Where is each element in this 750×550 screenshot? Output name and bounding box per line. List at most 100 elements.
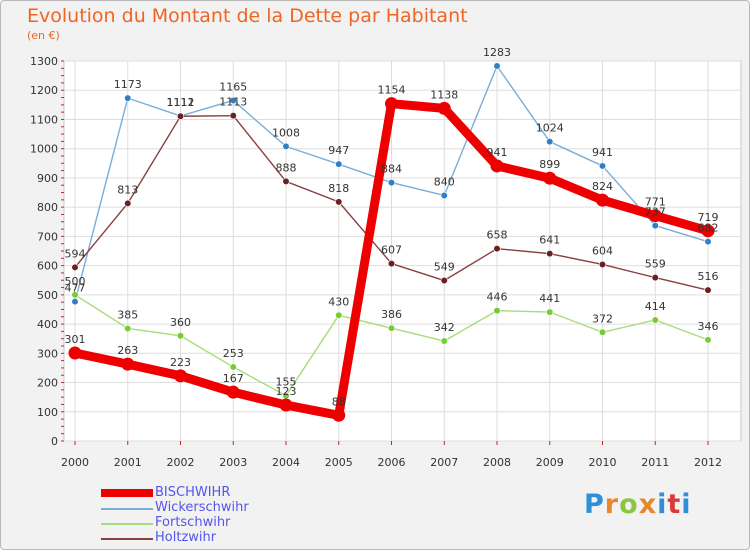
data-point-holtzwihr	[387, 259, 396, 268]
data-label-bischwihr: 88	[332, 395, 346, 408]
grid-layer	[64, 60, 741, 442]
data-label-fortschwihr: 414	[645, 300, 666, 313]
y-tick-label: 400	[37, 318, 58, 331]
data-point-holtzwihr	[704, 286, 712, 294]
data-point-fortschwihr	[71, 291, 79, 299]
y-tick-label: 1000	[30, 143, 58, 156]
data-label-bischwihr: 771	[645, 196, 666, 209]
legend-item-holtzwihr: Holtzwihr	[101, 531, 321, 546]
data-label-fortschwihr: 386	[381, 308, 402, 321]
data-point-bischwihr	[279, 398, 293, 412]
data-label-bischwihr: 899	[539, 158, 560, 171]
x-tick-label: 2003	[219, 456, 247, 469]
data-label-holtzwihr: 559	[645, 258, 666, 271]
data-label-bischwihr: 1154	[378, 84, 406, 97]
x-tick-label: 2004	[272, 456, 300, 469]
data-label-fortschwihr: 446	[487, 291, 508, 304]
data-point-holtzwihr	[335, 198, 343, 206]
data-point-holtzwihr	[282, 177, 290, 186]
legend-item-bischwihr: BISCHWIHR	[101, 486, 321, 501]
data-point-bischwihr	[648, 209, 662, 223]
data-label-fortschwihr: 441	[539, 292, 560, 305]
data-label-holtzwihr: 604	[592, 244, 613, 257]
legend-item-fortschwihr: Fortschwihr	[101, 516, 321, 531]
data-label-fortschwihr: 385	[117, 308, 138, 321]
data-point-fortschwihr	[598, 328, 607, 336]
data-label-holtzwihr: 594	[65, 247, 86, 260]
data-label-fortschwihr: 253	[223, 347, 244, 360]
data-label-wickerschwihr: 477	[65, 282, 86, 295]
chart-subtitle: (en €)	[27, 29, 60, 42]
legend-label-bischwihr: BISCHWIHR	[155, 485, 231, 500]
data-point-bischwihr	[437, 101, 451, 115]
data-point-wickerschwihr	[598, 162, 607, 170]
proxiti-logo: Proxiti	[584, 489, 692, 520]
legend-label-fortschwihr: Fortschwihr	[155, 515, 231, 530]
data-point-holtzwihr	[440, 276, 448, 285]
data-point-holtzwihr	[546, 250, 554, 258]
x-tick-label: 2005	[325, 456, 353, 469]
data-label-fortschwihr: 372	[592, 312, 613, 325]
y-tick-label: 900	[37, 172, 58, 185]
y-tick-label: 1100	[30, 113, 58, 126]
data-point-holtzwihr	[176, 112, 185, 120]
x-tick-label: 2001	[114, 456, 142, 469]
data-point-wickerschwihr	[651, 221, 659, 230]
data-label-wickerschwihr: 1165	[219, 80, 247, 93]
data-label-wickerschwihr: 682	[698, 222, 719, 235]
data-label-holtzwihr: 641	[539, 234, 560, 247]
data-point-wickerschwihr	[387, 179, 396, 187]
data-label-holtzwihr: 549	[434, 261, 455, 274]
x-tick-label: 2012	[694, 456, 722, 469]
data-point-bischwihr	[68, 346, 82, 360]
data-label-wickerschwihr: 1283	[483, 46, 511, 59]
y-tick-label: 700	[37, 230, 58, 243]
x-tick-label: 2002	[167, 456, 195, 469]
data-label-holtzwihr: 658	[487, 229, 508, 242]
data-label-fortschwihr: 430	[328, 295, 349, 308]
data-point-fortschwihr	[387, 324, 396, 332]
data-point-wickerschwihr	[493, 62, 501, 70]
x-tick-label: 2010	[589, 456, 617, 469]
data-label-wickerschwihr: 1112	[167, 96, 195, 109]
data-label-wickerschwihr: 1173	[114, 78, 142, 91]
data-point-fortschwihr	[493, 307, 501, 315]
data-point-bischwihr	[121, 357, 135, 371]
data-point-fortschwihr	[335, 311, 343, 319]
data-label-bischwihr: 123	[276, 385, 297, 398]
data-point-bischwihr	[226, 385, 240, 399]
data-point-holtzwihr	[229, 112, 237, 120]
data-point-fortschwihr	[124, 324, 132, 333]
data-point-wickerschwihr	[124, 94, 132, 102]
data-label-bischwihr: 301	[65, 333, 86, 346]
y-tick-label: 300	[37, 347, 58, 360]
data-label-bischwihr: 263	[117, 344, 138, 357]
label-layer: 477 1173 1112 1165 1008 947 884 840 1283 1024 941 7…	[65, 46, 719, 408]
data-label-wickerschwihr: 1024	[536, 122, 564, 135]
data-label-fortschwihr: 346	[698, 320, 719, 333]
data-point-wickerschwihr	[71, 297, 79, 306]
data-point-holtzwihr	[71, 263, 79, 271]
legend-swatch-holtzwihr	[101, 538, 153, 540]
x-tick-label: 2006	[378, 456, 406, 469]
data-label-wickerschwihr: 947	[328, 144, 349, 157]
data-label-wickerschwihr: 884	[381, 163, 402, 176]
data-point-wickerschwihr	[282, 142, 290, 150]
legend-swatch-wickerschwihr	[101, 508, 153, 510]
data-point-fortschwihr	[546, 308, 554, 316]
data-point-wickerschwihr	[335, 160, 343, 168]
y-tick-label: 1200	[30, 84, 58, 97]
data-point-holtzwihr	[598, 260, 607, 269]
legend-swatch-fortschwihr	[101, 523, 153, 525]
data-point-bischwihr	[332, 408, 346, 422]
data-point-fortschwihr	[704, 336, 712, 344]
data-point-bischwihr	[701, 224, 715, 238]
data-label-bischwihr: 223	[170, 356, 191, 369]
data-label-holtzwihr: 888	[276, 161, 297, 174]
data-label-wickerschwihr: 941	[592, 146, 613, 159]
chart-title: Evolution du Montant de la Dette par Hab…	[27, 5, 468, 27]
data-point-holtzwihr	[651, 274, 659, 282]
y-tick-label: 0	[51, 435, 58, 448]
data-point-fortschwihr	[176, 332, 185, 340]
